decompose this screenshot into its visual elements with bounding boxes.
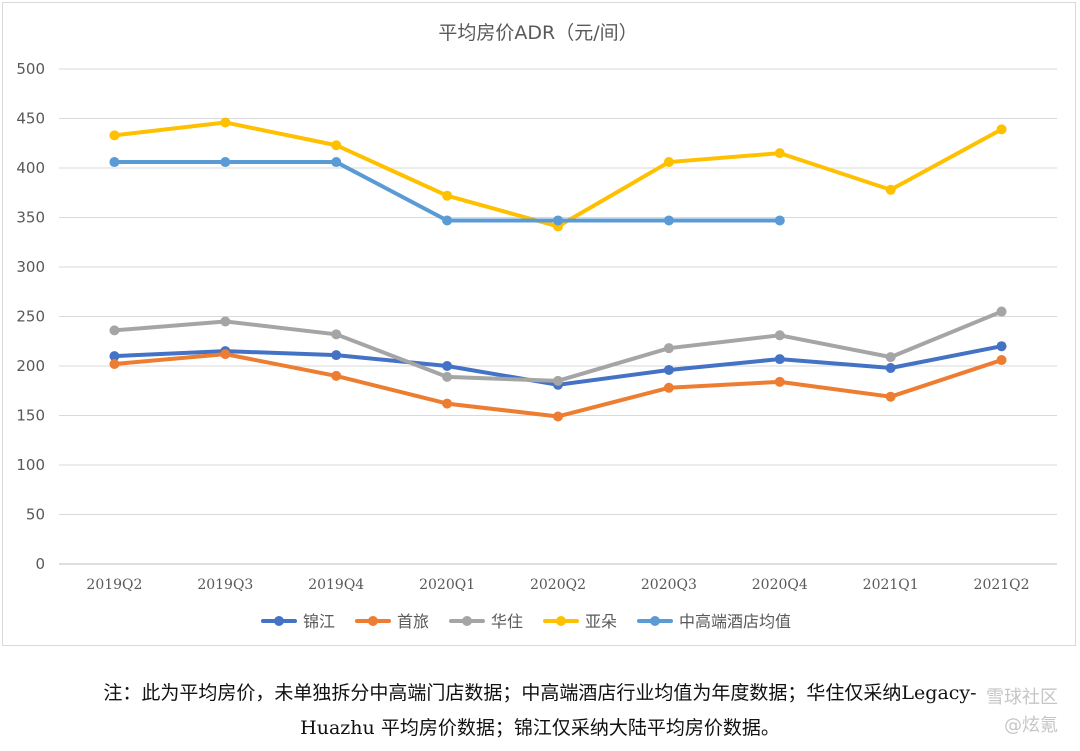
data-point xyxy=(996,124,1007,135)
y-tick-label: 0 xyxy=(35,555,45,573)
y-axis: 0 50 100 150 200 250 300 350 400 450 500 xyxy=(16,60,45,573)
data-point xyxy=(331,157,342,168)
footnote-line-1: 注：此为平均房价，未单独拆分中高端门店数据；中高端酒店行业均值为年度数据；华住仅… xyxy=(103,682,977,704)
data-point xyxy=(109,351,120,362)
gridlines xyxy=(59,68,1057,565)
data-point xyxy=(885,362,896,373)
x-tick-label: 2021Q2 xyxy=(974,577,1030,593)
legend-swatch-marker xyxy=(556,616,566,626)
legend-item: 锦江 xyxy=(261,612,335,631)
data-point xyxy=(442,398,453,409)
legend-swatch-marker xyxy=(650,616,660,626)
legend-swatch-marker xyxy=(368,616,378,626)
y-tick-label: 250 xyxy=(16,308,45,326)
data-point xyxy=(663,364,674,375)
data-point xyxy=(663,343,674,354)
data-point xyxy=(774,148,785,159)
footnote-line-2: Huazhu 平均房价数据；锦江仅采纳大陆平均房价数据。 xyxy=(300,717,780,739)
x-tick-label: 2020Q4 xyxy=(752,577,808,593)
line-chart: 平均房价ADR（元/间） 0 50 100 150 200 250 300 350 400 450… xyxy=(16,22,1057,631)
x-axis: 2019Q2 2019Q3 2019Q4 2020Q1 2020Q2 2020Q3 2020… xyxy=(86,577,1029,593)
legend-swatch-marker xyxy=(274,616,284,626)
data-point xyxy=(774,354,785,365)
x-tick-label: 2020Q2 xyxy=(530,577,586,593)
watermark-line-1: 雪球社区 xyxy=(986,687,1058,708)
legend: 锦江 首旅 华住 亚朵 中高端酒店均值 xyxy=(261,612,791,631)
x-tick-label: 2021Q1 xyxy=(863,577,919,593)
legend-label: 亚朵 xyxy=(585,612,617,631)
data-point xyxy=(109,325,120,336)
chart-frame: 平均房价ADR（元/间） 0 50 100 150 200 250 300 350 400 450… xyxy=(2,2,1076,646)
data-point xyxy=(663,382,674,393)
legend-item: 亚朵 xyxy=(543,612,617,631)
data-point xyxy=(774,376,785,387)
legend-label: 锦江 xyxy=(303,612,335,631)
data-point xyxy=(109,359,120,370)
data-point xyxy=(331,370,342,381)
series-3 xyxy=(109,117,1007,232)
series-line xyxy=(112,309,1004,383)
series-2 xyxy=(109,306,1007,386)
watermark-line-2: @炫氪 xyxy=(1004,715,1058,736)
chart-title: 平均房价ADR（元/间） xyxy=(438,22,637,44)
legend-label: 中高端酒店均值 xyxy=(679,612,791,631)
data-point xyxy=(442,371,453,382)
data-point xyxy=(553,411,563,422)
legend-swatch-marker xyxy=(462,616,472,626)
y-tick-label: 300 xyxy=(16,258,45,276)
x-tick-label: 2019Q4 xyxy=(308,577,364,593)
x-tick-label: 2019Q3 xyxy=(197,577,253,593)
data-point xyxy=(442,215,453,226)
data-point xyxy=(220,349,231,360)
data-point xyxy=(442,190,453,201)
series-4 xyxy=(109,157,785,226)
data-point xyxy=(331,329,342,340)
data-point xyxy=(774,215,785,226)
legend-item: 首旅 xyxy=(355,612,429,631)
y-tick-label: 400 xyxy=(16,159,45,177)
data-point xyxy=(885,184,896,195)
data-point xyxy=(885,352,896,363)
x-tick-label: 2020Q3 xyxy=(641,577,697,593)
data-point xyxy=(663,157,674,168)
data-point xyxy=(220,157,231,168)
data-point xyxy=(553,375,563,386)
data-point xyxy=(663,215,674,226)
y-tick-label: 350 xyxy=(16,209,45,227)
y-tick-label: 450 xyxy=(16,110,45,128)
series-lines xyxy=(109,117,1007,422)
legend-label: 首旅 xyxy=(397,612,429,631)
y-tick-label: 200 xyxy=(16,357,45,375)
data-point xyxy=(996,341,1007,352)
data-point xyxy=(553,215,563,226)
watermark: 雪球社区 @炫氪 xyxy=(986,684,1058,740)
legend-item: 华住 xyxy=(449,612,523,631)
y-tick-label: 150 xyxy=(16,407,45,425)
series-1 xyxy=(109,349,1007,422)
series-line xyxy=(112,120,1004,229)
legend-item: 中高端酒店均值 xyxy=(637,612,791,631)
y-tick-label: 500 xyxy=(16,60,45,78)
data-point xyxy=(774,330,785,341)
data-point xyxy=(220,316,231,327)
data-point xyxy=(109,157,120,168)
data-point xyxy=(996,355,1007,366)
x-tick-label: 2019Q2 xyxy=(86,577,142,593)
data-point xyxy=(885,391,896,402)
y-tick-label: 50 xyxy=(26,506,45,524)
y-tick-label: 100 xyxy=(16,456,45,474)
legend-label: 华住 xyxy=(491,612,523,631)
data-point xyxy=(331,140,342,151)
x-tick-label: 2020Q1 xyxy=(419,577,475,593)
data-point xyxy=(331,350,342,361)
data-point xyxy=(220,117,231,128)
footnote: 注：此为平均房价，未单独拆分中高端门店数据；中高端酒店行业均值为年度数据；华住仅… xyxy=(0,676,1080,746)
data-point xyxy=(109,130,120,141)
data-point xyxy=(996,306,1007,317)
data-point xyxy=(442,361,453,371)
